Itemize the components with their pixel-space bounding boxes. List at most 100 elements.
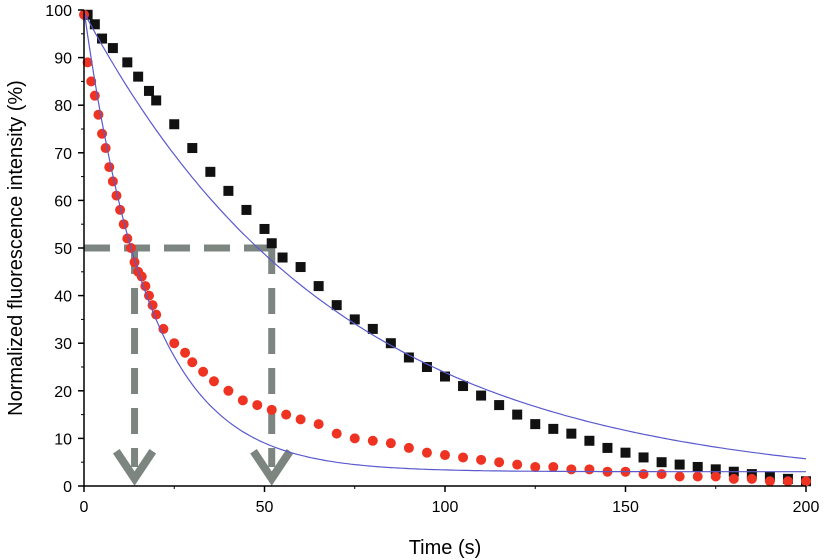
circle-point [295,414,306,425]
circle-point [746,473,757,484]
x-tick-label: 200 [793,499,820,516]
y-tick-label: 0 [63,479,72,496]
y-tick-label: 90 [54,51,72,68]
y-tick-label: 50 [54,241,72,258]
y-tick-label: 80 [54,98,72,115]
circle-point [782,476,793,487]
circle-point [421,447,432,458]
circle-point [656,469,667,480]
circle-point [403,442,414,453]
square-point [295,262,306,273]
square-point [710,464,721,475]
square-point [476,390,487,401]
circle-point [281,409,292,420]
y-tick-label: 10 [54,431,72,448]
x-tick-label: 100 [432,499,459,516]
circle-point [93,109,104,120]
square-point [169,119,180,130]
circle-point [367,435,378,446]
y-axis-title: Normalized fluorescence intensity (%) [5,80,27,416]
circle-point [692,471,703,482]
square-point [440,371,450,382]
circle-point [143,290,154,301]
circle-point [223,385,234,396]
square-point [620,447,631,458]
y-tick-label: 70 [54,146,72,163]
square-point [133,71,144,82]
circle-point [385,438,396,449]
circle-point [111,190,122,201]
y-tick-label: 20 [54,384,72,401]
circle-point [476,454,487,465]
x-axis-title: Time (s) [409,537,482,559]
y-tick-label: 30 [54,336,72,353]
circle-point [169,338,180,349]
square-point [367,323,378,334]
circle-point [104,162,115,173]
square-point [602,442,613,453]
square-point [548,423,559,434]
square-point [421,362,432,372]
circle-point [584,464,595,475]
circle-point [82,57,93,68]
circle-point [674,471,685,482]
circle-point [349,433,360,444]
circle-point [512,459,523,470]
circle-point [129,257,140,268]
circle-point [86,76,97,87]
square-point [385,338,396,349]
labels-layer: Time (s) Normalized fluorescence intensi… [5,80,481,559]
square-point [584,435,595,446]
circle-point [266,404,277,415]
circle-point [122,233,133,244]
square-point [107,43,118,54]
square-point [349,314,360,325]
circle-point [801,476,811,487]
y-tick-label: 100 [45,3,72,20]
square-point [458,381,469,392]
circle-point [107,176,118,187]
circle-point [494,457,505,468]
square-point [241,204,252,215]
square-point [122,57,133,68]
square-point [313,281,324,292]
arrow-head-2 [250,449,294,486]
arrow-head-1 [112,449,157,486]
y-tick-label: 60 [54,193,72,210]
square-point [97,33,108,44]
fit-curve-1 [83,12,807,460]
square-point [512,409,523,420]
circle-point [100,143,111,154]
fit-curves-layer [83,9,807,473]
square-point [89,19,100,30]
circle-point [440,450,450,461]
square-point [674,459,685,470]
circle-point [252,400,263,411]
square-point [692,461,703,472]
circle-point [458,452,469,463]
circle-point [115,204,126,215]
circle-point [208,376,219,387]
circle-point [764,476,775,487]
square-point [403,352,414,363]
circle-point [638,469,649,480]
circle-point [180,347,191,358]
circle-point [187,357,198,368]
square-point [566,428,577,439]
square-point [205,166,216,177]
data-layer [79,9,811,487]
square-point [277,252,288,263]
square-point [143,85,154,96]
circle-point [331,428,342,439]
axes-layer: 0 50 100 150 200 0 10 20 30 40 50 60 70 80 90 100 [45,3,819,516]
circle-point [728,473,739,484]
square-point [638,452,649,463]
x-tick-label: 150 [612,499,639,516]
square-point [151,95,162,106]
square-point [187,143,198,154]
square-point [656,457,667,468]
circle-point [198,366,209,377]
circle-point [548,461,559,472]
